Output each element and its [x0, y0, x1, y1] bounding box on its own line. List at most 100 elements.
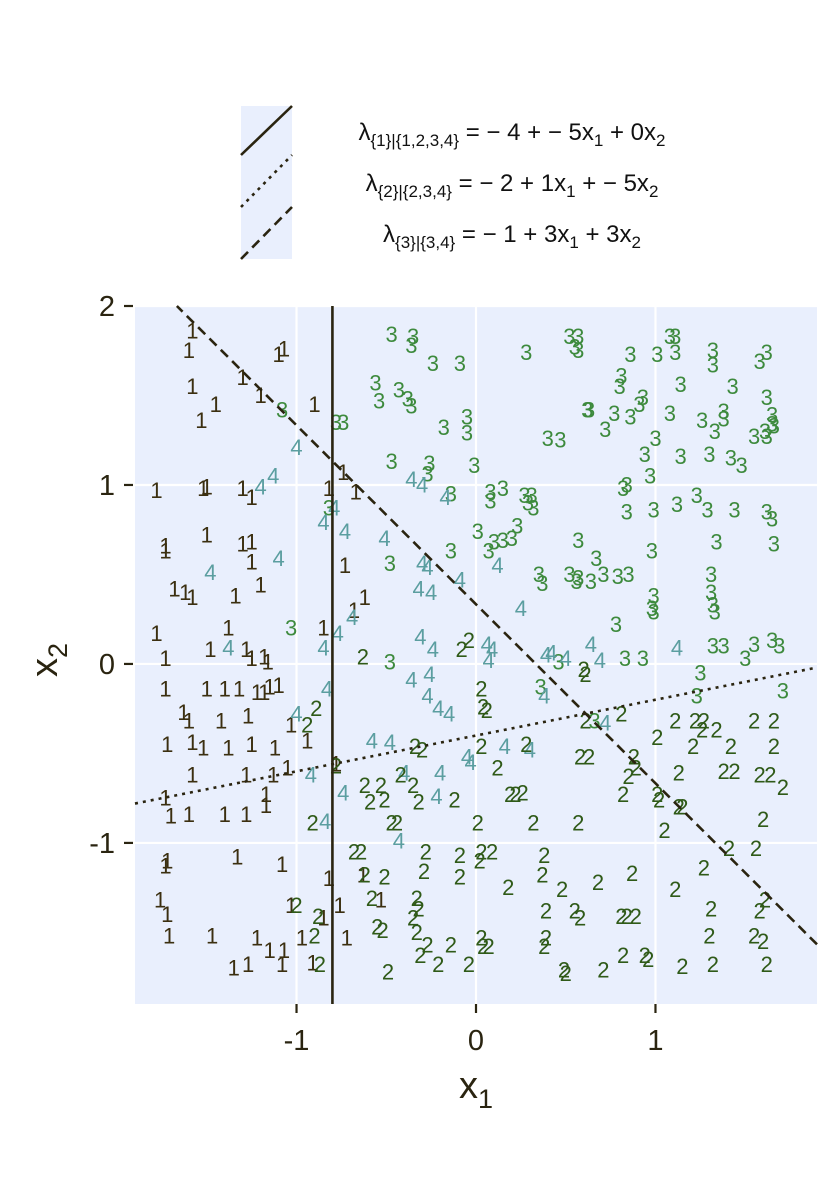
data-point-class-4: 4 [317, 635, 329, 660]
data-point-class-3: 3 [707, 353, 719, 378]
data-point-class-1: 1 [222, 736, 234, 761]
data-point-class-4: 4 [585, 632, 597, 657]
data-point-class-3: 3 [405, 394, 417, 419]
data-point-class-4: 4 [461, 745, 473, 770]
data-point-class-2: 2 [764, 762, 776, 787]
x-tick-label: -1 [284, 1025, 310, 1057]
data-point-class-2: 2 [366, 886, 378, 911]
data-point-class-4: 4 [328, 496, 340, 521]
data-point-class-3: 3 [718, 634, 730, 659]
data-point-class-4: 4 [272, 546, 284, 571]
data-point-class-3: 3 [402, 387, 414, 412]
data-point-class-3: 3 [621, 472, 633, 497]
data-point-class-2: 2 [718, 759, 730, 784]
data-point-class-1: 1 [246, 646, 258, 671]
data-point-class-3: 3 [646, 539, 658, 564]
data-point-class-3: 3 [701, 498, 713, 523]
data-point-class-2: 2 [520, 732, 532, 757]
data-point-class-3: 3 [777, 678, 789, 703]
data-point-class-2: 2 [536, 863, 548, 888]
data-point-class-2: 2 [639, 943, 651, 968]
data-point-class-2: 2 [394, 762, 406, 787]
data-point-class-1: 1 [186, 585, 198, 610]
data-point-class-2: 2 [705, 897, 717, 922]
data-point-class-1: 1 [161, 848, 173, 873]
data-point-class-4: 4 [439, 485, 451, 510]
data-point-class-1: 1 [267, 762, 279, 787]
data-point-class-3: 3 [705, 562, 717, 587]
data-point-class-3: 3 [644, 464, 656, 489]
data-point-class-1: 1 [272, 342, 284, 367]
data-point-class-4: 4 [305, 762, 317, 787]
data-point-class-4: 4 [337, 780, 349, 805]
data-point-class-1: 1 [350, 480, 362, 505]
data-point-class-1: 1 [201, 677, 213, 702]
data-point-class-3: 3 [518, 483, 530, 508]
data-point-class-1: 1 [163, 923, 175, 948]
data-point-class-1: 1 [210, 392, 222, 417]
data-point-class-1: 1 [272, 673, 284, 698]
data-point-class-3: 3 [405, 333, 417, 358]
data-point-class-3: 3 [664, 324, 676, 349]
data-point-class-2: 2 [558, 957, 570, 982]
data-point-class-2: 2 [378, 787, 390, 812]
data-point-class-3: 3 [674, 444, 686, 469]
data-point-class-1: 1 [269, 736, 281, 761]
legend-key-solid-line [240, 105, 293, 156]
data-point-class-1: 1 [183, 802, 195, 827]
data-point-class-3: 3 [384, 650, 396, 675]
data-point-class-3: 3 [497, 476, 509, 501]
data-point-class-3: 3 [393, 378, 405, 403]
data-point-class-4: 4 [594, 648, 606, 673]
data-point-class-3: 3 [454, 351, 466, 376]
data-point-class-3: 3 [583, 397, 595, 422]
data-point-class-3: 3 [639, 442, 651, 467]
data-point-class-4: 4 [398, 761, 410, 786]
data-point-class-4: 4 [321, 677, 333, 702]
data-point-class-4: 4 [267, 464, 279, 489]
data-point-class-2: 2 [540, 898, 552, 923]
data-point-class-1: 1 [285, 712, 297, 737]
data-point-class-3: 3 [671, 492, 683, 517]
data-point-class-2: 2 [698, 709, 710, 734]
data-point-class-1: 1 [296, 925, 308, 950]
data-point-class-3: 3 [694, 660, 706, 685]
data-point-class-2: 2 [583, 745, 595, 770]
data-point-class-1: 1 [341, 925, 353, 950]
data-point-class-1: 1 [183, 709, 195, 734]
data-point-class-3: 3 [691, 483, 703, 508]
data-point-class-1: 1 [179, 580, 191, 605]
data-point-class-1: 1 [301, 728, 313, 753]
data-point-class-2: 2 [371, 915, 383, 940]
data-point-class-2: 2 [375, 773, 387, 798]
data-point-class-1: 1 [308, 392, 320, 417]
data-point-class-1: 1 [201, 523, 213, 548]
data-point-class-4: 4 [427, 637, 439, 662]
data-point-class-3: 3 [766, 403, 778, 428]
data-point-class-3: 3 [710, 530, 722, 555]
data-point-class-2: 2 [509, 782, 521, 807]
data-point-class-3: 3 [488, 530, 500, 555]
data-point-class-2: 2 [696, 718, 708, 743]
data-point-class-2: 2 [386, 811, 398, 836]
data-point-class-2: 2 [698, 855, 710, 880]
data-point-class-3: 3 [748, 424, 760, 449]
data-point-class-1: 1 [159, 646, 171, 671]
data-point-class-3: 3 [610, 612, 622, 637]
data-point-class-2: 2 [314, 952, 326, 977]
data-point-class-2: 2 [642, 947, 654, 972]
data-point-class-2: 2 [569, 898, 581, 923]
data-point-class-3: 3 [739, 646, 751, 671]
data-point-class-4: 4 [414, 625, 426, 650]
data-point-class-3: 3 [369, 370, 381, 395]
data-point-class-2: 2 [753, 762, 765, 787]
data-point-class-4: 4 [599, 711, 611, 736]
data-point-class-2: 2 [574, 906, 586, 931]
data-point-class-1: 1 [222, 616, 234, 641]
data-point-class-4: 4 [366, 728, 378, 753]
data-point-class-4: 4 [454, 567, 466, 592]
data-point-class-1: 1 [150, 478, 162, 503]
data-point-class-1: 1 [359, 585, 371, 610]
data-point-class-2: 2 [407, 906, 419, 931]
data-point-class-1: 1 [242, 952, 254, 977]
